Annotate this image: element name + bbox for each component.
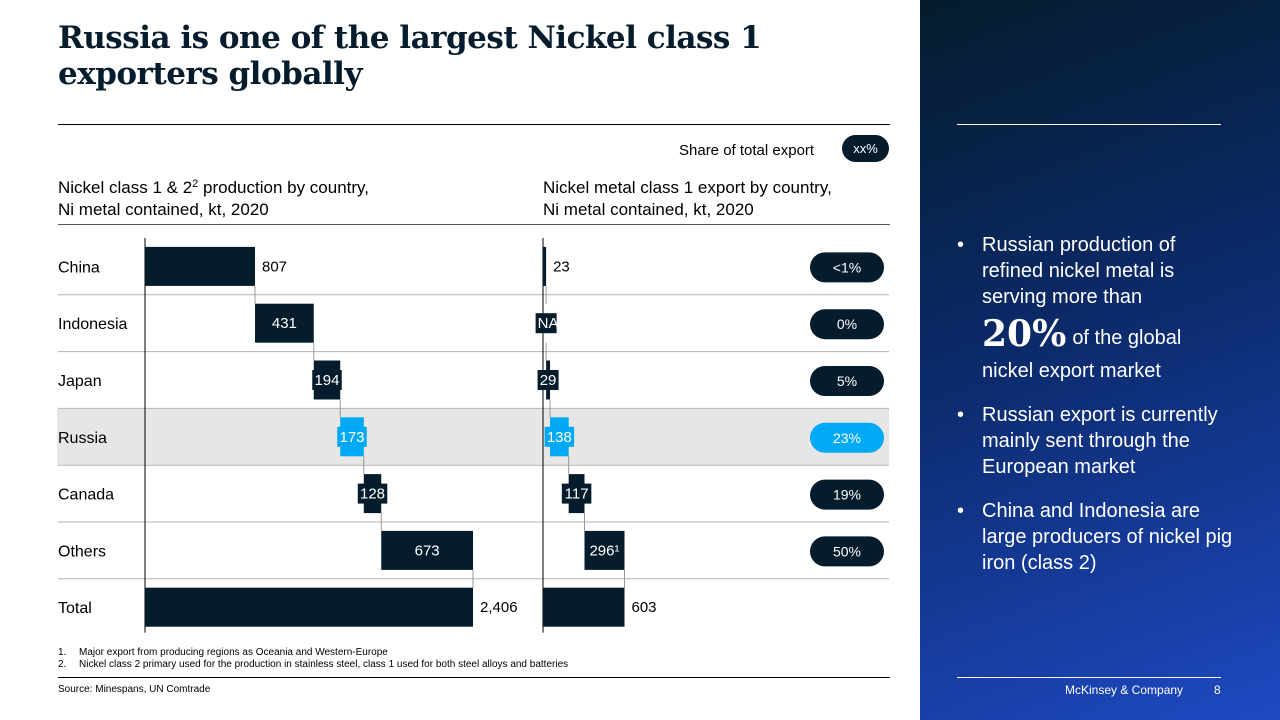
footnote-2-marker: 2 — [192, 178, 199, 190]
footnotes: 1. Major export from producing regions a… — [58, 647, 568, 671]
source-note: Source: Minespans, UN Comtrade — [58, 684, 211, 695]
footnote-2: 2. Nickel class 2 primary used for the p… — [58, 659, 568, 671]
export-label-bg-others — [585, 540, 624, 561]
export-label-china: 23 — [553, 258, 570, 275]
share-pill-label-indonesia: 0% — [837, 316, 857, 332]
production-subtitle: Nickel class 1 & 22 production by countr… — [58, 177, 369, 221]
category-label-canada: Canada — [58, 487, 114, 504]
production-label-canada: 128 — [360, 486, 385, 503]
production-label-russia: 173 — [339, 429, 364, 446]
share-pill-label-canada: 19% — [833, 487, 861, 503]
insight-bullets: • Russian production of refined nickel m… — [957, 232, 1237, 594]
insight-bullet-2-text: Russian export is currently mainly sent … — [982, 404, 1218, 478]
share-pill-label-others: 50% — [833, 543, 861, 559]
production-label-china: 807 — [262, 258, 287, 275]
export-label-bg-russia — [544, 426, 575, 447]
share-pill-china — [810, 252, 884, 283]
insight-stat: 20% — [982, 313, 1067, 355]
insight-bullet-1-text: Russian production of refined nickel met… — [982, 232, 1237, 384]
share-legend-pill: xx% — [842, 135, 889, 162]
production-subtitle-line1-end: production by country, — [198, 178, 370, 197]
production-bar-china — [145, 246, 256, 286]
footnote-1: 1. Major export from producing regions a… — [58, 647, 568, 659]
production-label-japan: 194 — [314, 372, 339, 389]
category-label-total: Total — [58, 600, 92, 617]
bullet-glyph: • — [957, 500, 965, 522]
subtitle-rule — [58, 224, 890, 225]
share-pill-others — [810, 536, 884, 567]
share-pill-russia — [810, 422, 884, 453]
insight-bullet-1-pre: Russian production of refined nickel met… — [982, 234, 1176, 308]
export-bar-china — [543, 246, 547, 286]
export-label-bg-japan — [537, 370, 559, 390]
category-label-japan: Japan — [58, 373, 102, 390]
export-label-bg-indonesia — [535, 313, 557, 334]
export-subtitle: Nickel metal class 1 export by country, … — [543, 177, 832, 221]
page-title: Russia is one of the largest Nickel clas… — [58, 20, 762, 92]
share-pill-japan — [810, 366, 884, 396]
share-pill-label-russia: 23% — [833, 430, 861, 446]
share-pill-label-china: <1% — [833, 259, 861, 275]
title-rule — [58, 124, 890, 125]
production-label-others: 673 — [415, 542, 440, 559]
export-bar-total — [543, 587, 625, 627]
category-label-china: China — [58, 259, 100, 276]
category-label-others: Others — [58, 543, 106, 560]
production-bar-indonesia — [255, 303, 314, 343]
export-subtitle-line2: Ni metal contained, kt, 2020 — [543, 200, 754, 219]
category-label-russia: Russia — [58, 430, 107, 447]
production-label-bg-canada — [357, 483, 388, 504]
export-subtitle-line1: Nickel metal class 1 export by country, — [543, 178, 832, 197]
production-subtitle-line1: Nickel class 1 & 2 — [58, 178, 193, 197]
production-subtitle-line2: Ni metal contained, kt, 2020 — [58, 200, 269, 219]
panel-bottom-rule — [957, 677, 1221, 678]
footnote-1-text: Major export from producing regions as O… — [79, 647, 388, 658]
insight-bullet-3: • China and Indonesia are large producer… — [957, 498, 1237, 576]
production-bar-total — [145, 587, 473, 627]
insight-panel: • Russian production of refined nickel m… — [920, 0, 1280, 720]
panel-top-rule — [957, 124, 1221, 125]
export-label-total: 603 — [632, 599, 657, 616]
highlight-row — [57, 408, 889, 465]
export-label-bg-canada — [561, 483, 592, 504]
page-number: 8 — [1214, 683, 1221, 697]
export-label-japan: 29 — [540, 372, 557, 389]
export-label-canada: 117 — [565, 486, 589, 503]
insight-bullet-1-post: of the global nickel export market — [982, 327, 1182, 382]
footnote-2-number: 2. — [58, 659, 67, 670]
production-bar-others — [381, 530, 473, 570]
production-label-bg-russia — [337, 426, 367, 447]
share-pill-indonesia — [810, 309, 884, 340]
footer-rule — [58, 677, 890, 678]
category-label-indonesia: Indonesia — [58, 316, 127, 333]
production-label-bg-japan — [312, 370, 342, 390]
production-label-indonesia: 431 — [272, 315, 297, 332]
insight-bullet-3-text: China and Indonesia are large producers … — [982, 500, 1233, 574]
brand-name: McKinsey & Company — [1065, 683, 1184, 697]
share-pill-label-japan: 5% — [837, 373, 857, 389]
export-label-russia: 138 — [547, 429, 572, 446]
bullet-glyph: • — [957, 404, 965, 426]
share-of-total-export-label: Share of total export — [679, 142, 815, 159]
bullet-glyph: • — [957, 234, 965, 256]
export-label-indonesia: NA — [538, 315, 559, 332]
share-pill-canada — [810, 479, 884, 510]
insight-bullet-2: • Russian export is currently mainly sen… — [957, 402, 1237, 480]
footnote-1-number: 1. — [58, 647, 67, 658]
insight-bullet-1: • Russian production of refined nickel m… — [957, 232, 1237, 384]
production-label-total: 2,406 — [480, 599, 518, 616]
footnote-2-text: Nickel class 2 primary used for the prod… — [79, 659, 569, 670]
export-label-others: 296¹ — [589, 542, 619, 559]
nickel-chart: 807 431 194 173 128 673 2,406 23 NA 29 138 117 296¹ 6… — [57, 238, 889, 633]
